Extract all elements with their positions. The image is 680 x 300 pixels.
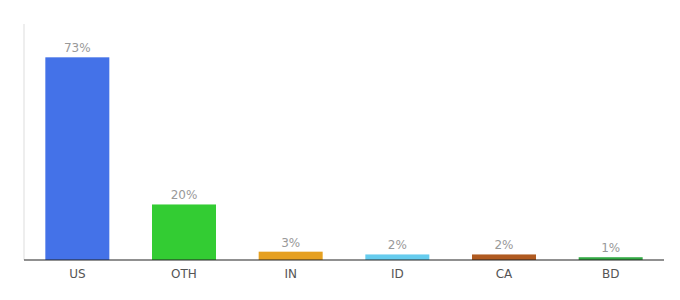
x-axis-line <box>24 259 664 260</box>
bar <box>365 254 429 260</box>
bar <box>152 204 216 260</box>
y-axis <box>24 24 25 260</box>
chart-container: 73% 20% 3% 2% 2% 1% US OTH IN ID CA BD <box>0 0 680 300</box>
bar <box>45 57 109 260</box>
data-label: 73% <box>64 41 91 55</box>
x-tick-label: IN <box>284 267 297 281</box>
data-label: 2% <box>388 238 407 252</box>
x-tick-label: US <box>69 267 85 281</box>
x-tick-label: OTH <box>171 267 197 281</box>
data-label: 3% <box>281 236 300 250</box>
data-label: 20% <box>171 188 198 202</box>
y-axis-line <box>24 24 25 260</box>
bars <box>45 57 642 260</box>
data-labels: 73% 20% 3% 2% 2% 1% <box>64 41 620 255</box>
data-label: 1% <box>601 241 620 255</box>
x-tick-label: ID <box>391 267 404 281</box>
x-tick-label: BD <box>602 267 619 281</box>
x-tick-label: CA <box>496 267 513 281</box>
data-label: 2% <box>494 238 513 252</box>
x-axis: US OTH IN ID CA BD <box>24 260 664 281</box>
bar <box>472 254 536 260</box>
bar <box>259 252 323 260</box>
chart-svg: 73% 20% 3% 2% 2% 1% US OTH IN ID CA BD <box>0 0 680 300</box>
